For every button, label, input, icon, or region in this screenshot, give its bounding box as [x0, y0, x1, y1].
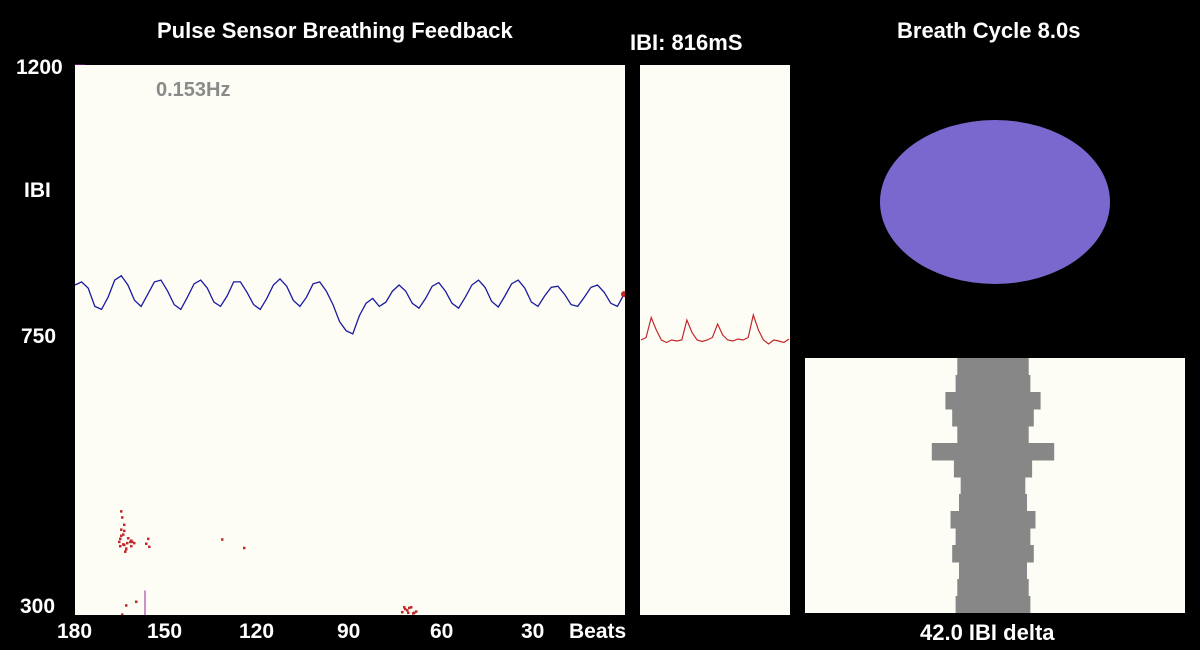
histogram-bar	[955, 528, 1031, 537]
histogram-bar	[950, 511, 1036, 520]
breath-indicator	[880, 120, 1110, 284]
histogram-bar	[959, 494, 1027, 503]
histogram-bar	[955, 383, 1031, 393]
ibi-history-chart	[75, 274, 625, 615]
histogram-bar	[931, 443, 1055, 452]
pulse-line	[640, 312, 790, 345]
y-axis-mid-label: 750	[21, 325, 57, 348]
scatter-point	[122, 533, 125, 536]
scatter-point	[401, 610, 404, 614]
scatter-point	[124, 550, 127, 553]
app-title: Pulse Sensor Breathing Feedback	[157, 18, 513, 43]
scatter-point	[415, 610, 418, 613]
scatter-point	[118, 540, 121, 544]
ibi-history-plot: 0.153Hz	[75, 65, 625, 615]
x-tick-label-180: 180	[57, 620, 93, 643]
y-axis-bottom-label: 300	[20, 595, 56, 618]
histogram-bar	[955, 375, 1031, 384]
histogram-bar	[960, 477, 1026, 486]
breath-cycle-label: Breath Cycle 8.0s	[897, 18, 1081, 43]
histogram-bar	[959, 562, 1027, 571]
scatter-point	[120, 510, 123, 513]
pulse-waveform-chart	[640, 312, 790, 345]
histogram-bar	[957, 426, 1029, 435]
histogram-bar	[931, 451, 1055, 461]
y-axis-label: IBI	[24, 179, 51, 202]
y-axis-top-label: 1200	[16, 56, 63, 79]
ibi-line	[75, 274, 625, 335]
histogram-bar	[959, 502, 1027, 512]
ibi-delta-histogram	[805, 358, 1185, 613]
scatter-point	[135, 600, 138, 604]
histogram-bar	[952, 553, 1034, 563]
scatter-point	[119, 537, 122, 541]
histogram-bar	[957, 587, 1029, 597]
current-ibi-marker	[621, 291, 625, 298]
histogram-bar	[957, 579, 1029, 588]
x-tick-label-120: 120	[239, 620, 275, 643]
histogram-bar	[953, 468, 1033, 478]
ibi-readout: IBI: 816mS	[630, 30, 743, 55]
x-tick-label-60: 60	[430, 620, 454, 643]
histogram-bar	[950, 519, 1036, 529]
scatter-point	[147, 537, 150, 541]
x-tick-label-30: 30	[521, 620, 545, 643]
scatter-point	[221, 538, 224, 541]
scatter-point	[413, 611, 416, 615]
scatter-point	[133, 541, 136, 545]
frequency-label: 0.153Hz	[156, 79, 231, 101]
scatter-point	[408, 606, 411, 610]
histogram-bar	[955, 596, 1031, 605]
scatter-point	[123, 543, 126, 547]
x-tick-label-90: 90	[337, 620, 361, 643]
histogram-bar	[959, 570, 1027, 580]
ibi-delta-chart	[931, 358, 1055, 613]
histogram-bar	[945, 400, 1041, 410]
scatter-point	[127, 537, 130, 540]
histogram-bar	[955, 604, 1031, 613]
histogram-bar	[960, 485, 1026, 495]
histogram-bar	[953, 460, 1033, 469]
scatter-point	[403, 606, 406, 609]
scatter-point	[410, 606, 413, 609]
histogram-bar	[952, 409, 1034, 418]
breath-ellipse	[880, 120, 1110, 284]
scatter-point	[404, 607, 407, 611]
scatter-point	[120, 528, 123, 531]
scatter-point	[407, 611, 410, 615]
histogram-caption: 42.0 IBI delta	[920, 620, 1055, 645]
histogram-bar	[952, 545, 1034, 554]
scatter-point	[130, 544, 133, 548]
pulse-waveform-panel	[640, 65, 790, 615]
scatter-point	[243, 546, 246, 550]
scatter-point	[406, 609, 409, 612]
scatter-point	[119, 544, 122, 548]
scatter-point	[123, 529, 126, 533]
histogram-bar	[955, 536, 1031, 546]
x-tick-label-150: 150	[147, 620, 183, 643]
scatter-point	[125, 604, 128, 607]
scatter-point	[126, 541, 129, 545]
scatter-point	[148, 545, 151, 549]
scatter-point	[129, 540, 132, 544]
scatter-point	[125, 548, 128, 551]
histogram-bar	[957, 434, 1029, 444]
scatter-point	[121, 516, 124, 519]
histogram-bar	[952, 417, 1034, 427]
histogram-bar	[957, 366, 1029, 376]
scatter-point	[121, 613, 124, 615]
x-axis-unit-label: Beats	[569, 620, 627, 643]
histogram-bar	[957, 358, 1029, 367]
scatter-point	[123, 523, 126, 527]
histogram-bar	[945, 392, 1041, 401]
scatter-point	[120, 534, 123, 538]
scatter-point	[145, 542, 148, 545]
